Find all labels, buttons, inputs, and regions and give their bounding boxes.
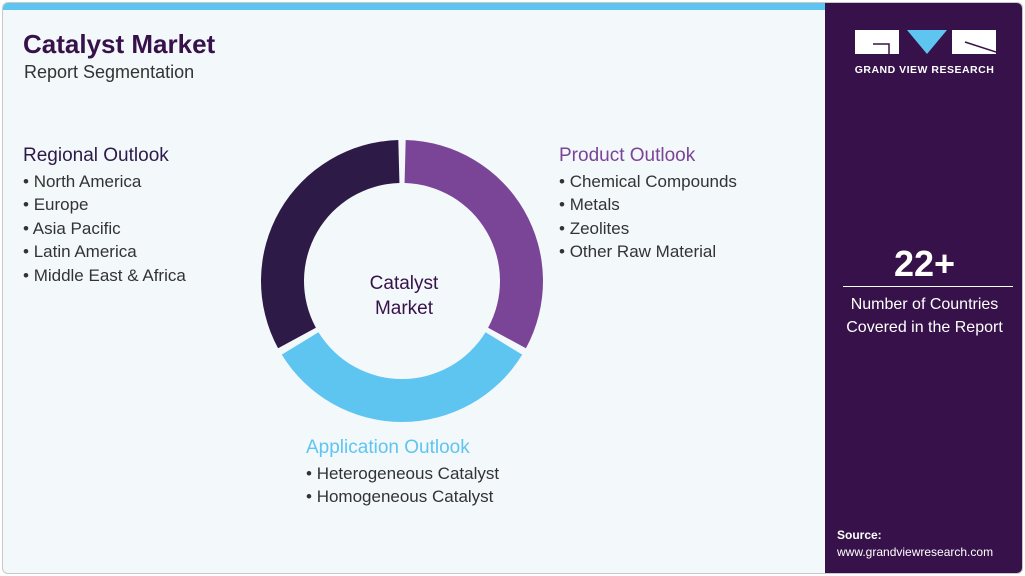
- list-item: Chemical Compounds: [559, 170, 737, 194]
- source: Source: www.grandviewresearch.com: [837, 527, 993, 561]
- donut-segment-regional: [261, 140, 400, 349]
- source-url[interactable]: www.grandviewresearch.com: [837, 545, 994, 559]
- country-count: 22+: [893, 243, 956, 284]
- list-item: Metals: [559, 193, 737, 217]
- product-outlook-title: Product Outlook: [559, 145, 696, 166]
- divider: [843, 286, 1013, 287]
- page-title: Catalyst Market: [23, 29, 216, 59]
- list-item: Other Raw Material: [559, 240, 737, 264]
- list-item: North America: [23, 170, 186, 194]
- regional-outlook: Regional Outlook North America Europe As…: [23, 144, 186, 287]
- donut-segment-product: [404, 140, 543, 349]
- list-item: Homogeneous Catalyst: [306, 485, 499, 509]
- application-outlook: Application Outlook Heterogeneous Cataly…: [306, 436, 499, 509]
- donut-center-label: Catalyst Market: [369, 273, 439, 319]
- list-item: Europe: [23, 193, 186, 217]
- source-label: Source:: [837, 528, 882, 542]
- list-item: Middle East & Africa: [23, 264, 186, 288]
- list-item: Latin America: [23, 240, 186, 264]
- list-item: Heterogeneous Catalyst: [306, 462, 499, 486]
- application-outlook-title: Application Outlook: [306, 437, 470, 458]
- grand-view-research-logo: [855, 30, 996, 54]
- list-item: Zeolites: [559, 217, 737, 241]
- segmentation-donut: [261, 140, 543, 422]
- donut-segment-application: [281, 332, 523, 422]
- product-outlook: Product Outlook Chemical Compounds Metal…: [559, 144, 737, 264]
- sidebar: GRAND VIEW RESEARCH 22+ Number of Countr…: [825, 3, 1022, 573]
- page-subtitle: Report Segmentation: [24, 62, 195, 82]
- regional-outlook-title: Regional Outlook: [23, 145, 169, 166]
- list-item: Asia Pacific: [23, 217, 186, 241]
- logo-text: GRAND VIEW RESEARCH: [854, 64, 995, 76]
- country-count-label: Number of Countries Covered in the Repor…: [846, 296, 1003, 336]
- top-accent-bar: [3, 3, 825, 10]
